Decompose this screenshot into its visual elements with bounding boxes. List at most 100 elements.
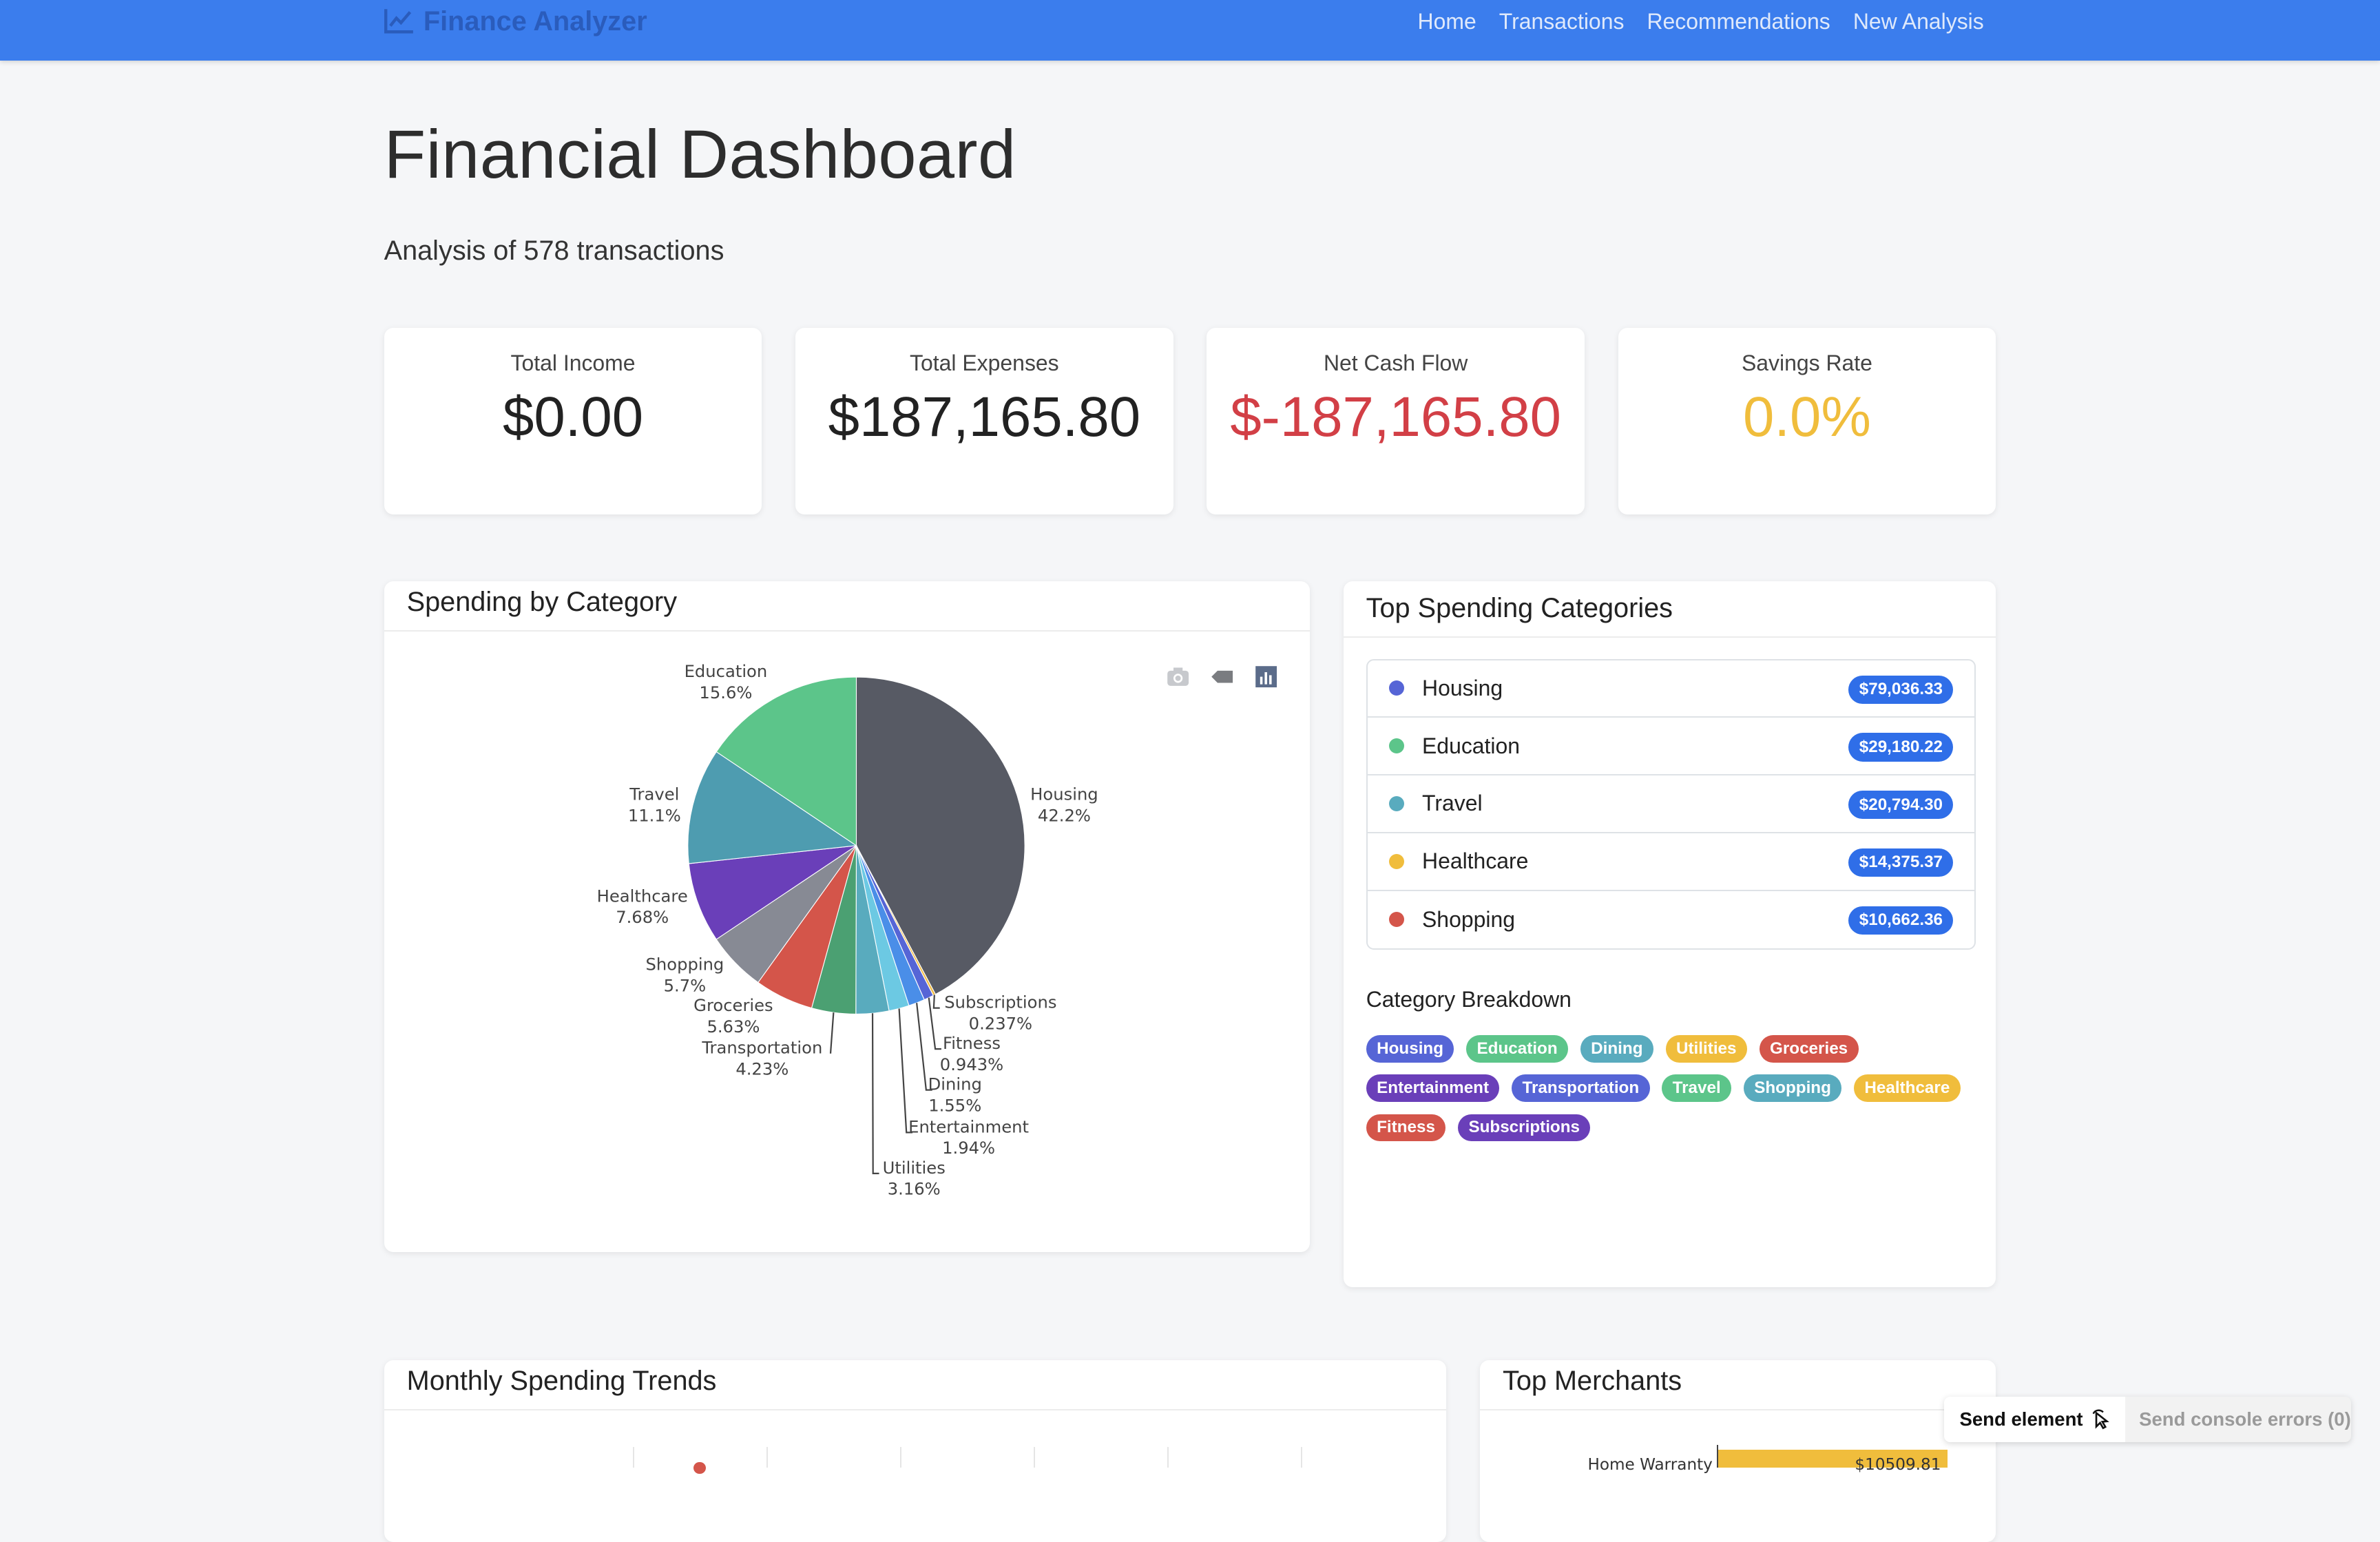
list-item[interactable]: Travel $20,794.30 [1367, 775, 1975, 833]
pie-leader-line [829, 1012, 835, 1054]
pie-percent: 1.94% [942, 1138, 995, 1158]
list-item[interactable]: Shopping $10,662.36 [1368, 891, 1975, 949]
category-color-dot [1388, 853, 1404, 869]
trend-point [693, 1461, 706, 1475]
pie-leader-line [871, 1013, 879, 1174]
amount-badge: $20,794.30 [1848, 791, 1954, 820]
merchant-bar[interactable] [1718, 1449, 1948, 1468]
list-item[interactable]: Education $29,180.22 [1367, 718, 1975, 776]
nav-links: Home Transactions Recommendations New An… [1418, 9, 1984, 34]
nav-recommendations-link[interactable]: Recommendations [1647, 9, 1830, 34]
pie-label: Travel [629, 784, 679, 804]
total-income-card: Total Income $0.00 [384, 328, 762, 515]
chart-gridline [900, 1446, 902, 1468]
pie-label: Transportation [701, 1038, 822, 1058]
category-tag[interactable]: Entertainment [1366, 1074, 1500, 1103]
category-name: Education [1422, 733, 1521, 758]
pie-label: Healthcare [596, 886, 687, 906]
page-subtitle: Analysis of 578 transactions [384, 235, 724, 266]
pie-percent: 5.7% [663, 975, 706, 995]
category-color-dot [1388, 680, 1404, 696]
category-name: Shopping [1422, 906, 1515, 932]
card-title: Spending by Category [384, 581, 1311, 632]
stat-value: $-187,165.80 [1230, 386, 1561, 449]
category-name: Travel [1422, 791, 1483, 816]
pie-label: Entertainment [908, 1116, 1029, 1136]
pie-slice-education[interactable] [716, 676, 857, 846]
stat-value: $187,165.80 [828, 386, 1141, 449]
amount-badge: $29,180.22 [1848, 733, 1954, 762]
total-expenses-card: Total Expenses $187,165.80 [795, 328, 1173, 515]
net-cash-flow-card: Net Cash Flow $-187,165.80 [1207, 328, 1585, 515]
category-tag[interactable]: Dining [1580, 1035, 1653, 1063]
stat-value: $0.00 [502, 386, 644, 449]
tag-icon[interactable] [1210, 665, 1234, 689]
category-tag[interactable]: Fitness [1366, 1114, 1446, 1142]
pie-percent: 15.6% [699, 683, 752, 702]
amount-badge: $14,375.37 [1848, 848, 1954, 877]
list-item[interactable]: Housing $79,036.33 [1367, 660, 1975, 718]
card-title: Monthly Spending Trends [384, 1360, 1447, 1410]
category-tag[interactable]: Transportation [1512, 1074, 1650, 1103]
camera-icon[interactable] [1166, 665, 1190, 689]
savings-rate-card: Savings Rate 0.0% [1618, 328, 1996, 515]
pie-label: Fitness [943, 1033, 1001, 1053]
pie-label: Groceries [693, 995, 773, 1015]
top-categories-list: Housing $79,036.33 Education $29,180.22 … [1366, 658, 1976, 950]
pie-slice-travel[interactable] [687, 751, 857, 864]
category-name: Housing [1422, 675, 1503, 700]
merchant-label: Home Warranty [1587, 1455, 1713, 1474]
pie-label: Housing [1030, 784, 1098, 804]
card-title: Top Spending Categories [1343, 581, 1996, 638]
pie-percent: 1.55% [928, 1095, 981, 1115]
pie-percent: 42.2% [1038, 805, 1091, 825]
chart-gridline [1033, 1446, 1036, 1468]
bar-chart-icon[interactable] [1254, 665, 1278, 689]
stat-label: Total Income [510, 351, 636, 376]
category-color-dot [1388, 738, 1404, 754]
pie-label: Dining [928, 1074, 981, 1094]
category-name: Healthcare [1422, 848, 1529, 874]
category-breakdown-tags: Housing Education Dining Utilities Groceries… [1366, 1035, 1974, 1142]
brand-link[interactable]: Finance Analyzer [384, 6, 647, 37]
category-tag[interactable]: Healthcare [1853, 1074, 1961, 1103]
amount-badge: $10,662.36 [1848, 906, 1954, 935]
list-item[interactable]: Healthcare $14,375.37 [1367, 833, 1975, 891]
category-color-dot [1388, 795, 1404, 811]
cursor-click-icon [2092, 1409, 2110, 1430]
chart-gridline [1167, 1446, 1169, 1468]
category-tag[interactable]: Housing [1366, 1035, 1454, 1063]
category-tag[interactable]: Education [1466, 1035, 1569, 1063]
pie-percent: 11.1% [627, 805, 680, 825]
send-element-button[interactable]: Send element [1944, 1396, 2126, 1442]
nav-home-link[interactable]: Home [1417, 9, 1476, 34]
pie-slice-housing[interactable] [855, 676, 1025, 995]
merchant-axis [1716, 1445, 1719, 1468]
chart-gridline [1300, 1446, 1303, 1468]
pie-label: Subscriptions [944, 992, 1056, 1012]
pie-percent: 3.16% [887, 1179, 940, 1199]
category-tag[interactable]: Travel [1662, 1074, 1732, 1103]
category-tag[interactable]: Utilities [1665, 1035, 1747, 1063]
chart-gridline [633, 1446, 635, 1468]
monthly-spending-trends-card: Monthly Spending Trends [384, 1359, 1447, 1542]
spending-by-category-card: Spending by Category Housing 42.2% Subscri… [384, 581, 1311, 1253]
pie-slice-healthcare[interactable] [688, 845, 857, 940]
card-title: Top Merchants [1479, 1360, 1996, 1410]
pie-percent: 0.237% [968, 1013, 1032, 1033]
pie-leader-line [898, 1008, 912, 1134]
nav-new-analysis-link[interactable]: New Analysis [1852, 9, 1984, 34]
category-tag[interactable]: Subscriptions [1458, 1114, 1591, 1142]
category-tag[interactable]: Shopping [1743, 1074, 1842, 1103]
category-color-dot [1388, 912, 1404, 928]
stat-label: Net Cash Flow [1323, 351, 1468, 376]
category-tag[interactable]: Groceries [1759, 1035, 1859, 1063]
chart-modebar [1166, 665, 1278, 689]
nav-transactions-link[interactable]: Transactions [1499, 9, 1625, 34]
send-console-errors-button[interactable]: Send console errors (0) [2139, 1408, 2351, 1430]
pie-leader-line [928, 997, 941, 1050]
page-title: Financial Dashboard [384, 116, 1016, 193]
pie-percent: 4.23% [735, 1059, 789, 1079]
navbar: Finance Analyzer Home Transactions Recom… [0, 0, 2380, 61]
